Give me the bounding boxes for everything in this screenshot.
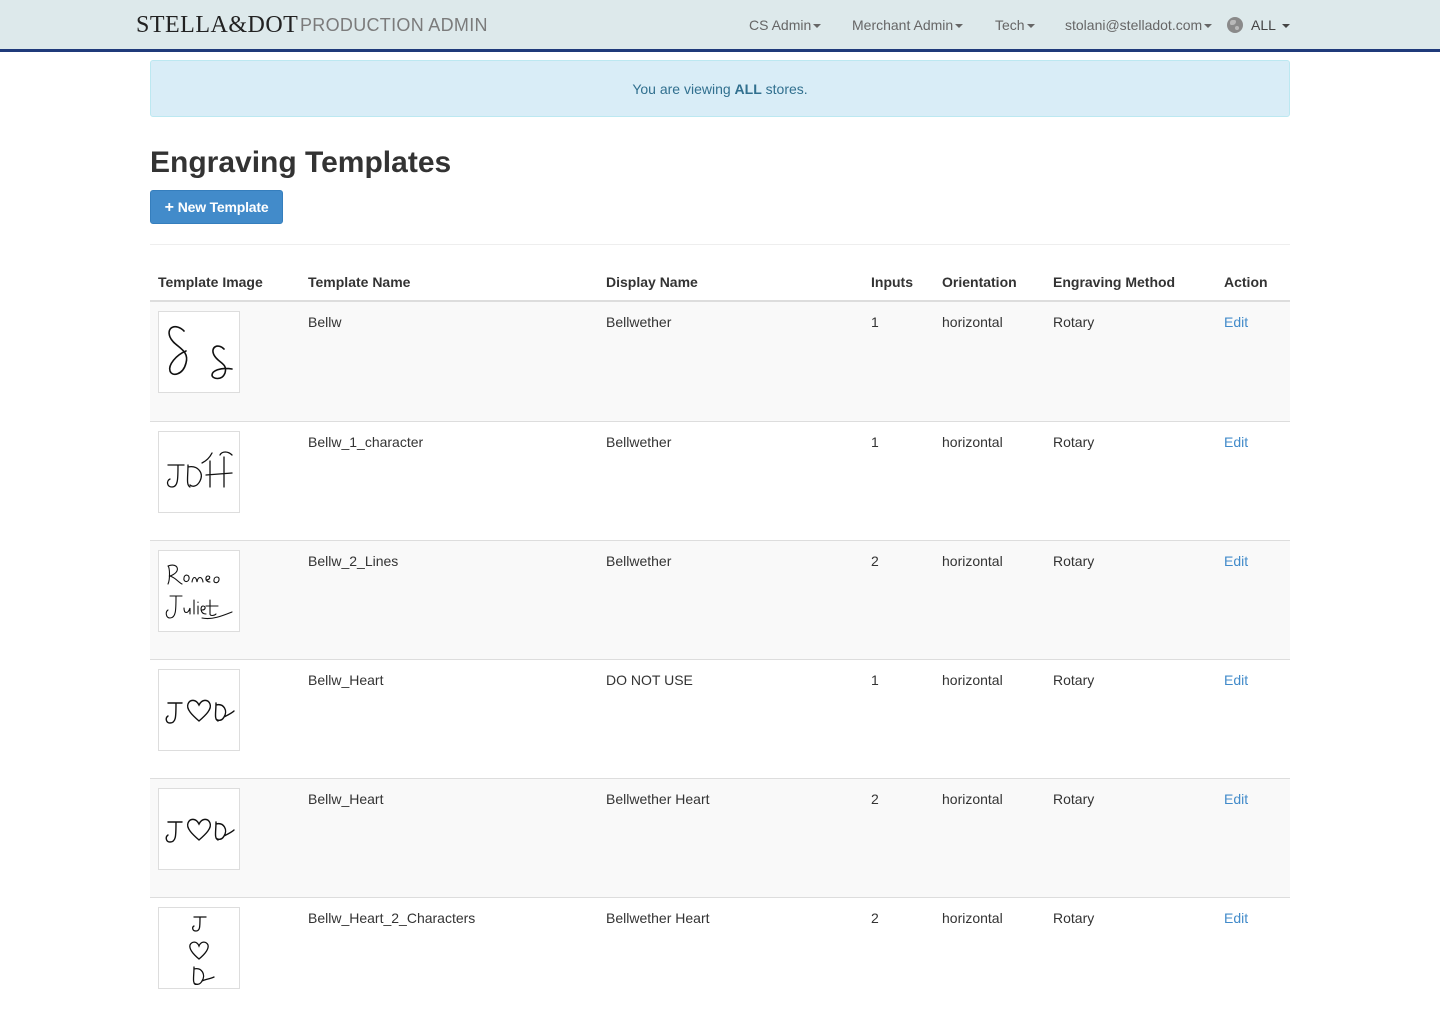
script-ss-engraving-icon (158, 311, 240, 393)
new-template-button[interactable]: + New Template (150, 190, 283, 224)
nav-user-menu[interactable]: stolani@stelladot.com (1065, 16, 1213, 34)
table-header: Template Image Template Name Display Nam… (150, 268, 1290, 302)
script-romeo-juliet-engraving-icon (158, 550, 240, 632)
chevron-down-icon (955, 24, 964, 29)
col-template-image: Template Image (158, 274, 263, 290)
display-name: Bellwether (606, 434, 672, 450)
engraving-method: Rotary (1053, 553, 1095, 569)
table-row: Bellw_Heart DO NOT USE 1 horizontal Rota… (150, 659, 1290, 778)
brand-logo[interactable]: STELLA&DOT (136, 12, 299, 38)
globe-icon[interactable] (1227, 17, 1243, 33)
script-heart-vertical-engraving-icon (158, 907, 240, 989)
divider (150, 244, 1290, 245)
store-selector[interactable]: ALL (1251, 16, 1290, 34)
template-name: Bellw (308, 314, 342, 330)
alert-prefix: You are viewing (632, 81, 735, 97)
script-heart-engraving-icon (158, 788, 240, 870)
plus-icon: + (164, 199, 174, 216)
chevron-down-icon (813, 24, 822, 29)
nav-merchant-admin-label: Merchant Admin (852, 17, 954, 33)
engraving-method: Rotary (1053, 314, 1095, 330)
inputs-count: 2 (871, 553, 879, 569)
edit-link[interactable]: Edit (1224, 672, 1249, 688)
alert-suffix: stores. (761, 81, 808, 97)
orientation: horizontal (942, 434, 1003, 450)
edit-link[interactable]: Edit (1224, 434, 1249, 450)
edit-link[interactable]: Edit (1224, 314, 1249, 330)
col-inputs: Inputs (871, 274, 913, 290)
template-name: Bellw_Heart_2_Characters (308, 910, 476, 926)
template-name: Bellw_Heart (308, 791, 384, 807)
chevron-down-icon (1026, 24, 1035, 29)
col-template-name: Template Name (308, 274, 411, 290)
orientation: horizontal (942, 910, 1003, 926)
engraving-method: Rotary (1053, 434, 1095, 450)
brand-subtitle[interactable]: PRODUCTION ADMIN (300, 15, 488, 35)
edit-link[interactable]: Edit (1224, 553, 1249, 569)
display-name: Bellwether Heart (606, 910, 710, 926)
display-name: DO NOT USE (606, 672, 693, 688)
table-row: Bellw_1_character Bellwether 1 horizonta… (150, 421, 1290, 540)
engraving-method: Rotary (1053, 791, 1095, 807)
script-heart-engraving-icon (158, 669, 240, 751)
script-jdh-engraving-icon (158, 431, 240, 513)
nav-tech[interactable]: Tech (995, 16, 1035, 34)
table-row: Bellw_Heart Bellwether Heart 2 horizonta… (150, 778, 1290, 897)
table-row: Bellw Bellwether 1 horizontal Rotary Edi… (150, 302, 1290, 421)
page-title: Engraving Templates (150, 146, 452, 179)
engraving-method: Rotary (1053, 910, 1095, 926)
orientation: horizontal (942, 314, 1003, 330)
template-name: Bellw_2_Lines (308, 553, 399, 569)
edit-link[interactable]: Edit (1224, 791, 1249, 807)
inputs-count: 1 (871, 314, 879, 330)
inputs-count: 1 (871, 672, 879, 688)
template-name: Bellw_Heart (308, 672, 384, 688)
inputs-count: 2 (871, 791, 879, 807)
chevron-down-icon (1281, 24, 1290, 29)
top-navbar: STELLA&DOT PRODUCTION ADMIN CS Admin Mer… (0, 0, 1440, 52)
orientation: horizontal (942, 553, 1003, 569)
orientation: horizontal (942, 672, 1003, 688)
table-row: Bellw_2_Lines Bellwether 2 horizontal Ro… (150, 540, 1290, 659)
engraving-method: Rotary (1053, 672, 1095, 688)
nav-merchant-admin[interactable]: Merchant Admin (852, 16, 964, 34)
display-name: Bellwether (606, 553, 672, 569)
col-orientation: Orientation (942, 274, 1017, 290)
inputs-count: 1 (871, 434, 879, 450)
display-name: Bellwether Heart (606, 791, 710, 807)
nav-tech-label: Tech (995, 17, 1025, 33)
col-engraving-method: Engraving Method (1053, 274, 1176, 290)
store-selector-label: ALL (1251, 17, 1276, 33)
inputs-count: 2 (871, 910, 879, 926)
edit-link[interactable]: Edit (1224, 910, 1249, 926)
template-name: Bellw_1_character (308, 434, 424, 450)
chevron-down-icon (1204, 24, 1213, 29)
display-name: Bellwether (606, 314, 672, 330)
nav-cs-admin[interactable]: CS Admin (749, 16, 822, 34)
orientation: horizontal (942, 791, 1003, 807)
nav-cs-admin-label: CS Admin (749, 17, 812, 33)
col-action: Action (1224, 274, 1268, 290)
alert-emphasis: ALL (734, 81, 762, 97)
table-row: Bellw_Heart_2_Characters Bellwether Hear… (150, 897, 1290, 1016)
store-scope-alert: You are viewing ALL stores. (150, 60, 1290, 117)
col-display-name: Display Name (606, 274, 698, 290)
nav-user-label: stolani@stelladot.com (1065, 17, 1203, 33)
new-template-label: New Template (177, 199, 269, 215)
templates-table: Template Image Template Name Display Nam… (150, 268, 1290, 1016)
